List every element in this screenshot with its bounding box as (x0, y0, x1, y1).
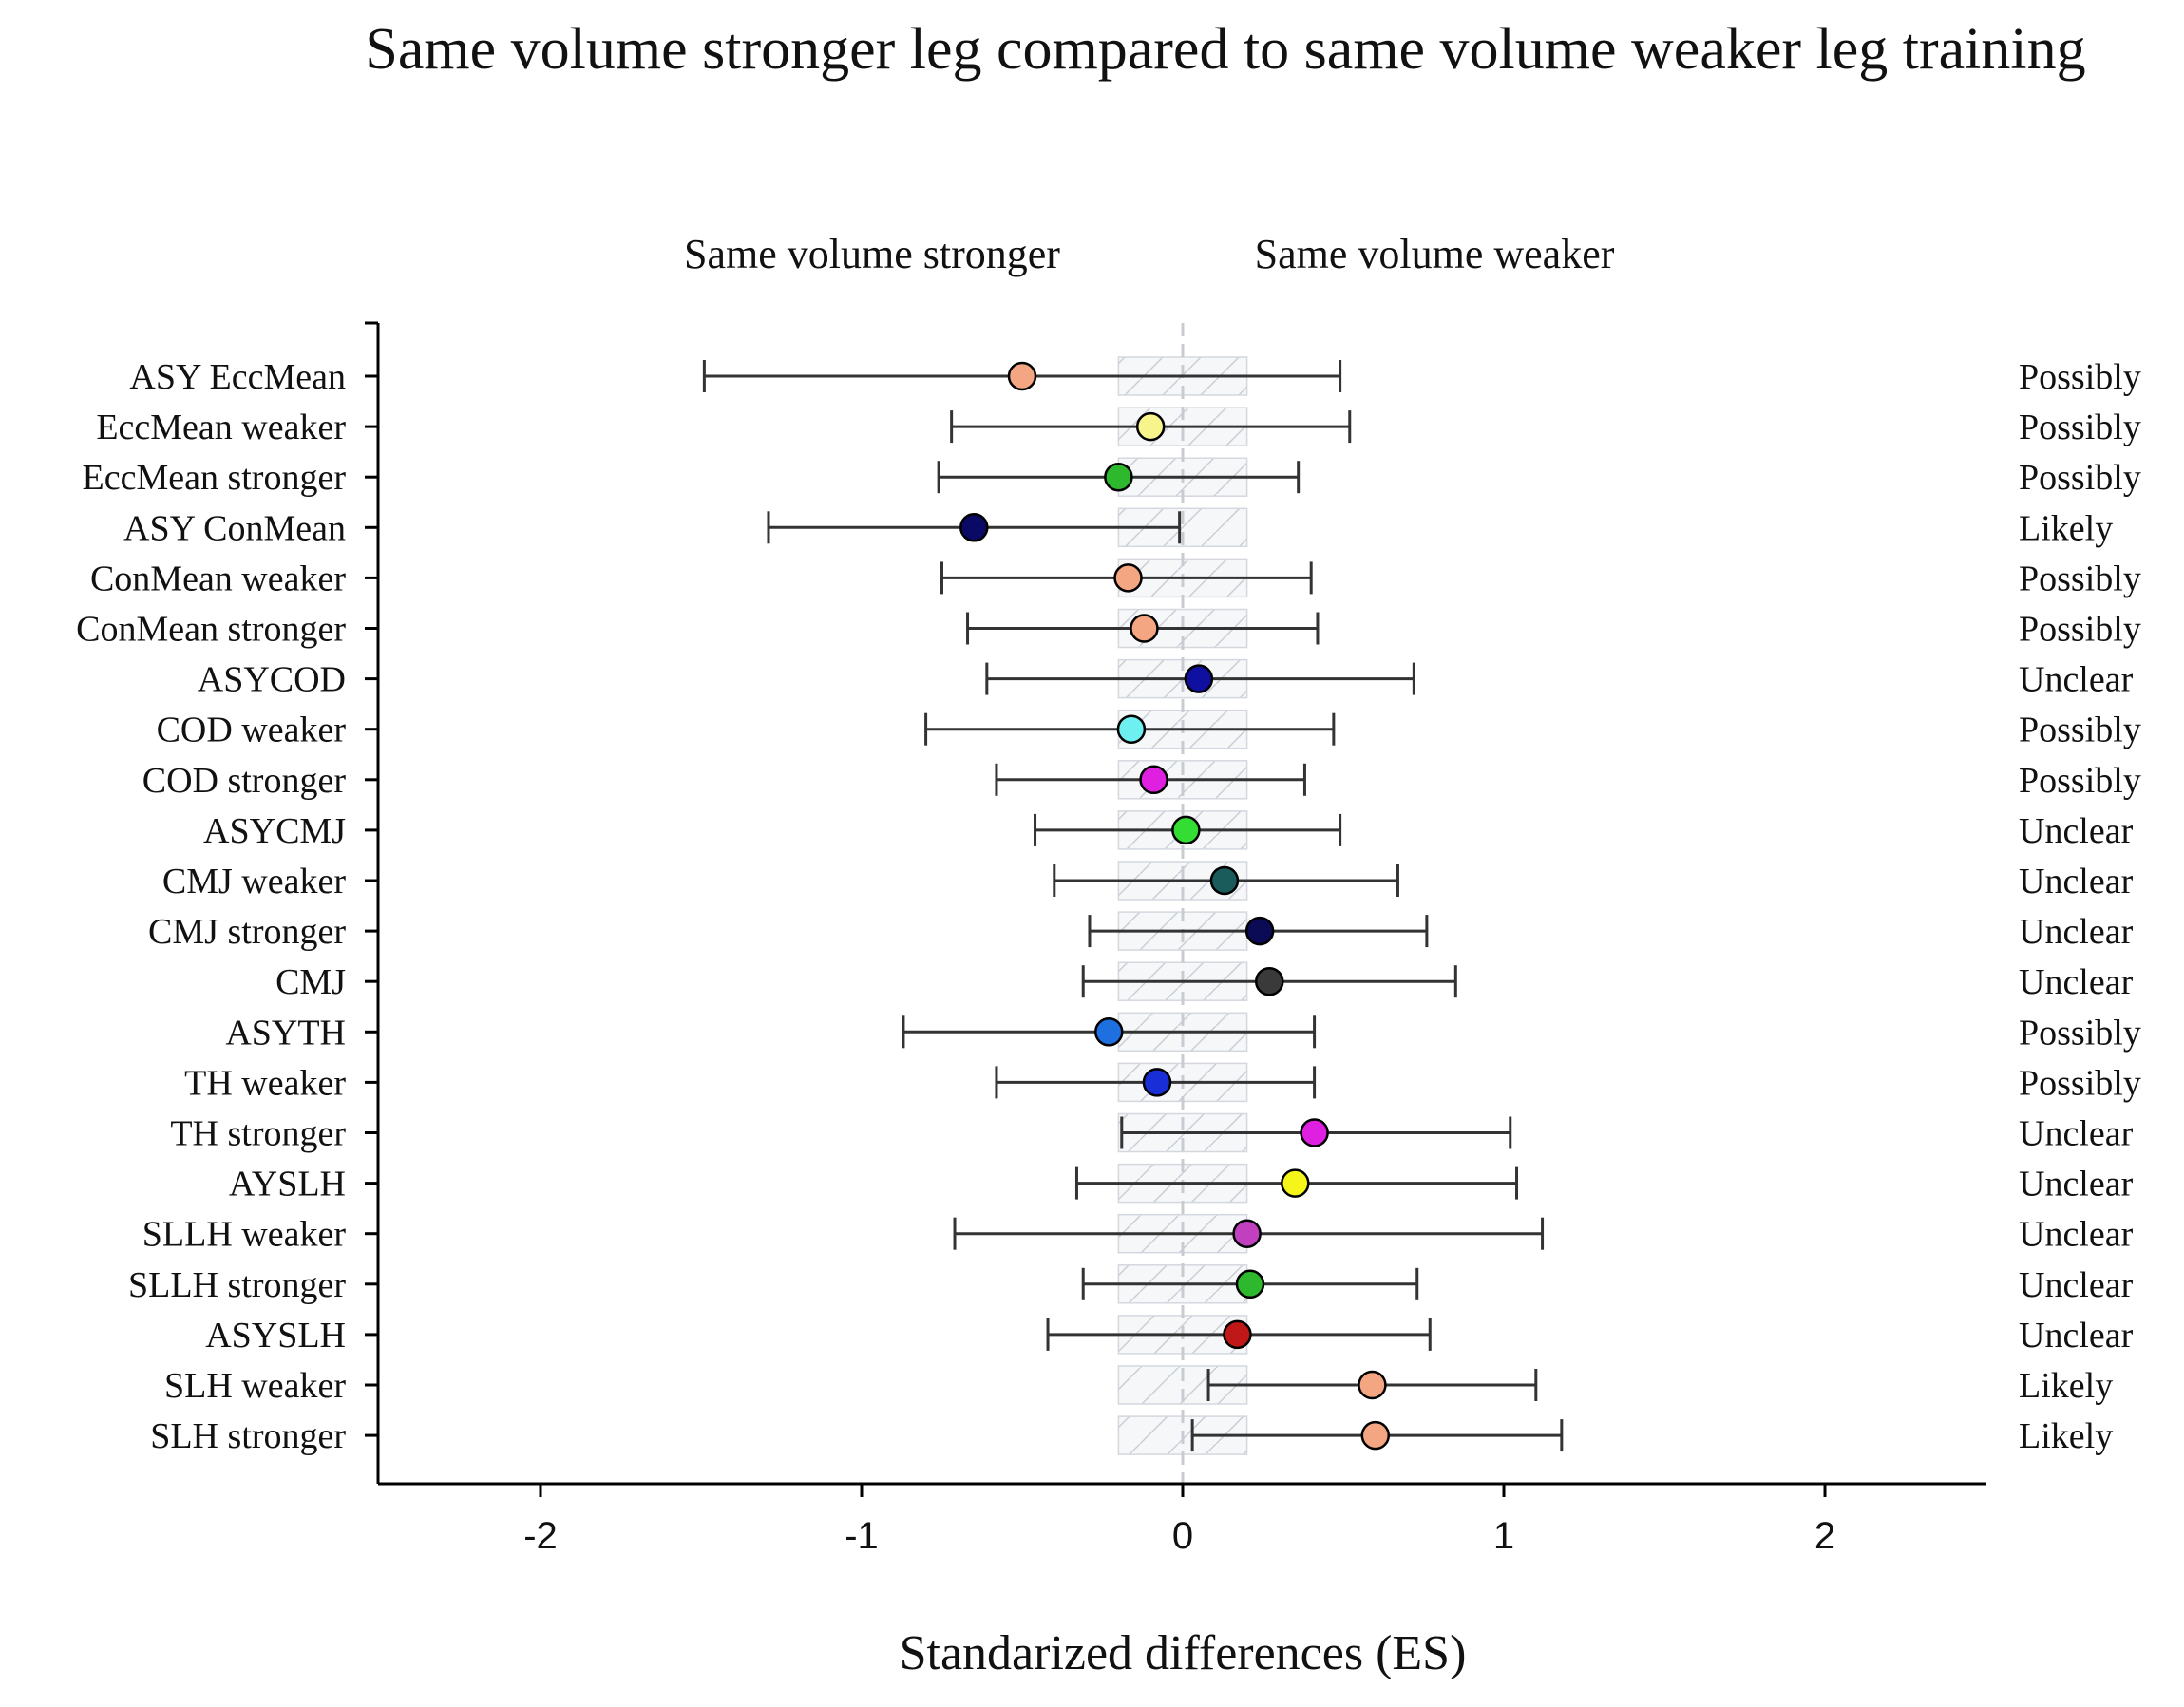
forest-row: CMJ Unclear (275, 962, 2134, 1002)
effect-size-point (1300, 1118, 1329, 1147)
inference-qualifier: Unclear (2019, 660, 2134, 700)
x-tick-label: 1 (1493, 1515, 1514, 1557)
inference-qualifier: Possibly (2019, 357, 2141, 397)
effect-size-point (1184, 664, 1214, 693)
effect-size-point (1255, 966, 1284, 996)
forest-row: ASY EccMean Possibly (129, 357, 2140, 397)
effect-size-point (1113, 563, 1143, 593)
effect-size-point (959, 513, 989, 542)
inference-qualifier: Possibly (2019, 761, 2141, 801)
effect-size-point (1235, 1269, 1265, 1299)
row-label: EccMean weaker (96, 408, 346, 447)
row-label: SLH weaker (164, 1366, 346, 1406)
forest-row: SLLH stronger Unclear (128, 1265, 2134, 1305)
inference-qualifier: Unclear (2019, 1316, 2134, 1356)
row-label: SLLH stronger (128, 1265, 346, 1305)
forest-row: SLH weaker Likely (164, 1366, 2113, 1406)
x-axis-label: Standarized differences (ES) (900, 1626, 1467, 1680)
forest-row: ASYCMJ Unclear (203, 811, 2134, 851)
inference-qualifier: Possibly (2019, 1063, 2141, 1103)
forest-row: COD weaker Possibly (157, 711, 2141, 750)
forest-row: ConMean weaker Possibly (90, 559, 2141, 598)
inference-qualifier: Possibly (2019, 458, 2141, 498)
left-region-label: Same volume stronger (684, 231, 1060, 277)
inference-qualifier: Unclear (2019, 811, 2134, 851)
row-label: COD weaker (157, 711, 347, 750)
effect-size-point (1358, 1370, 1387, 1400)
row-label: SLLH weaker (142, 1215, 347, 1255)
forest-row: CMJ weaker Unclear (162, 862, 2134, 901)
row-label: EccMean stronger (83, 458, 347, 498)
effect-size-point (1139, 765, 1168, 795)
forest-row: ASY ConMean Likely (123, 508, 2113, 548)
inference-qualifier: Likely (2019, 1416, 2113, 1456)
row-label: COD stronger (142, 761, 347, 801)
row-label: ASYCOD (198, 660, 346, 700)
forest-row: CMJ stronger Unclear (148, 912, 2134, 952)
effect-size-point (1094, 1017, 1124, 1047)
inference-qualifier: Possibly (2019, 1013, 2141, 1053)
row-label: ASYSLH (205, 1316, 346, 1356)
forest-row: TH weaker Possibly (184, 1063, 2141, 1103)
effect-size-point (1360, 1420, 1391, 1451)
forest-row: ASYTH Possibly (225, 1013, 2141, 1053)
right-region-label: Same volume weaker (1255, 231, 1615, 277)
x-tick-label: -2 (523, 1515, 558, 1557)
chart-title: Same volume stronger leg compared to sam… (365, 17, 2085, 82)
x-tick-label: 2 (1814, 1515, 1835, 1557)
row-label: ConMean stronger (76, 610, 346, 650)
forest-row: SLH stronger Likely (150, 1416, 2113, 1456)
row-label: CMJ stronger (148, 912, 346, 952)
row-label: SLH stronger (150, 1416, 346, 1456)
inference-qualifier: Possibly (2019, 408, 2141, 447)
x-tick-label: -1 (845, 1515, 879, 1557)
effect-size-point (1281, 1168, 1310, 1198)
inference-qualifier: Likely (2019, 508, 2113, 548)
effect-size-point (1116, 714, 1147, 744)
effect-size-point (1171, 815, 1201, 845)
forest-row: EccMean stronger Possibly (83, 458, 2141, 498)
row-label: TH stronger (170, 1114, 346, 1154)
forest-row: EccMean weaker Possibly (96, 408, 2141, 447)
inference-qualifier: Unclear (2019, 1114, 2134, 1154)
forest-row: TH stronger Unclear (170, 1114, 2133, 1154)
effect-size-point (1232, 1219, 1262, 1248)
row-label: AYSLH (229, 1165, 346, 1204)
effect-size-point (1007, 361, 1037, 391)
effect-size-point (1142, 1068, 1172, 1097)
effect-size-point (1209, 865, 1240, 896)
forest-row: ASYCOD Unclear (198, 660, 2134, 700)
row-label: ConMean weaker (90, 559, 346, 598)
inference-qualifier: Possibly (2019, 711, 2141, 750)
inference-qualifier: Possibly (2019, 559, 2141, 598)
inference-qualifier: Unclear (2019, 1265, 2134, 1305)
row-label: ASY ConMean (123, 508, 346, 548)
inference-qualifier: Unclear (2019, 1215, 2134, 1255)
row-label: ASY EccMean (129, 357, 346, 397)
row-label: ASYCMJ (203, 811, 346, 851)
effect-size-point (1130, 614, 1159, 643)
effect-size-point (1244, 916, 1275, 946)
inference-qualifier: Unclear (2019, 1165, 2134, 1204)
forest-row: SLLH weaker Unclear (142, 1215, 2134, 1255)
row-label: CMJ weaker (162, 862, 346, 901)
effect-size-point (1135, 411, 1166, 442)
effect-size-point (1223, 1319, 1252, 1350)
x-tick-label: 0 (1172, 1515, 1193, 1557)
inference-qualifier: Possibly (2019, 610, 2141, 650)
inference-qualifier: Unclear (2019, 962, 2134, 1002)
inference-qualifier: Likely (2019, 1366, 2113, 1406)
row-label: ASYTH (225, 1013, 346, 1053)
forest-row: COD stronger Possibly (142, 761, 2141, 801)
inference-qualifier: Unclear (2019, 862, 2134, 901)
row-label: CMJ (275, 962, 346, 1002)
forest-row: AYSLH Unclear (229, 1165, 2134, 1204)
effect-size-point (1104, 462, 1133, 492)
inference-qualifier: Unclear (2019, 912, 2134, 952)
forest-row: ASYSLH Unclear (205, 1316, 2133, 1356)
row-label: TH weaker (184, 1063, 346, 1103)
forest-row: ConMean stronger Possibly (76, 610, 2141, 650)
